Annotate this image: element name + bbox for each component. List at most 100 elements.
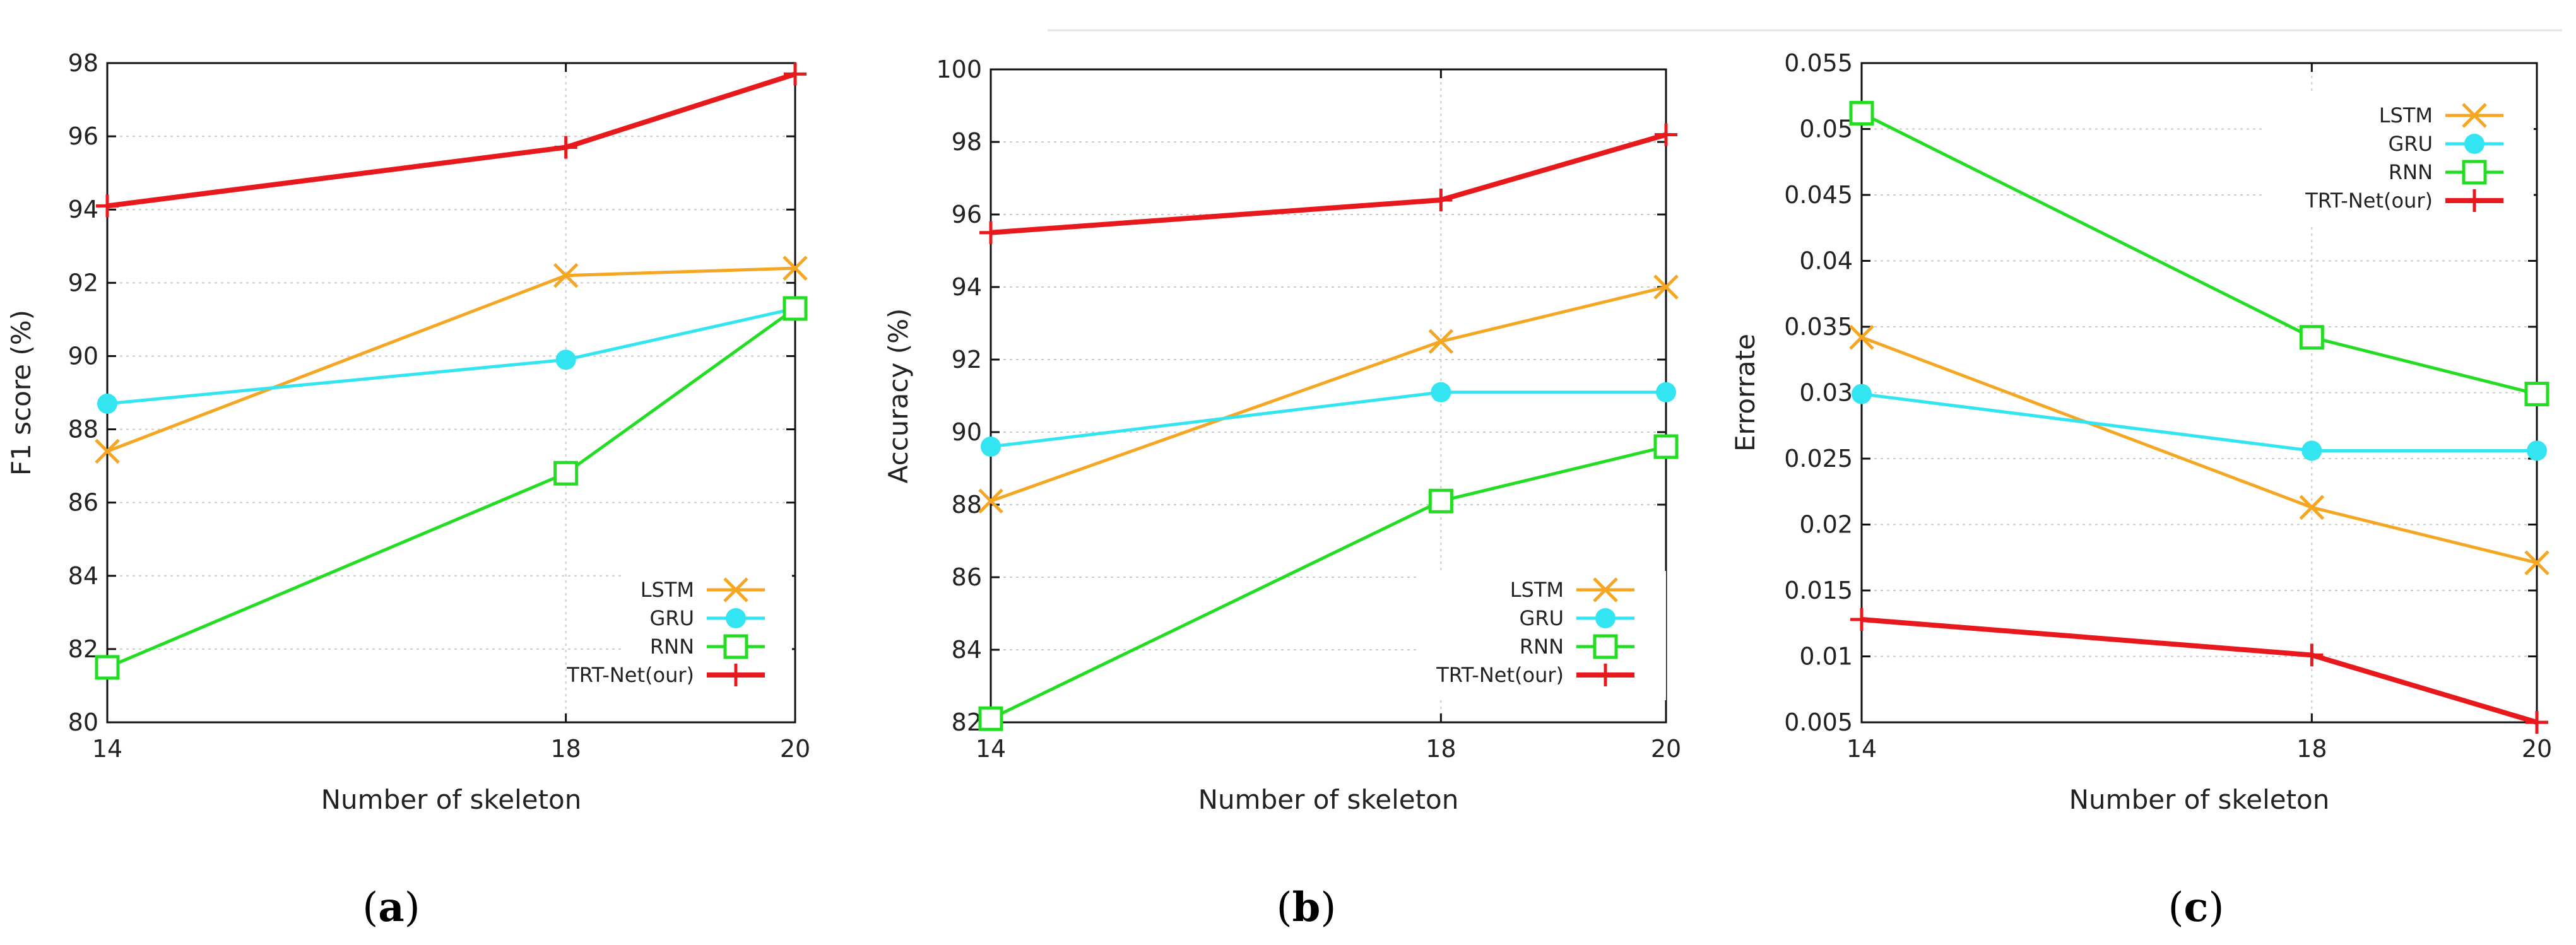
data-point bbox=[1655, 123, 1677, 146]
y-tick-label: 98 bbox=[68, 49, 98, 77]
data-point bbox=[784, 62, 806, 86]
data-point bbox=[1428, 488, 1453, 514]
data-point-marker-circle bbox=[555, 349, 576, 370]
data-point bbox=[96, 194, 119, 218]
data-point-marker-circle bbox=[2527, 440, 2547, 461]
plot-frame bbox=[106, 62, 796, 724]
y-tick-label: 98 bbox=[952, 128, 982, 156]
y-tick-label: 86 bbox=[952, 563, 982, 591]
legend-label: TRT-Net(our) bbox=[566, 663, 694, 687]
series-line-gru bbox=[990, 390, 1666, 449]
panel-caption: (c) bbox=[2168, 884, 2224, 931]
y-tick-label: 88 bbox=[952, 491, 982, 519]
y-tick-label: 0.045 bbox=[1784, 181, 1853, 209]
x-tick-label: 14 bbox=[1846, 735, 1877, 763]
legend-label: LSTM bbox=[1510, 578, 1564, 602]
data-point bbox=[554, 136, 577, 159]
data-point-marker-x-b bbox=[1653, 274, 1679, 300]
legend-entry: LSTM bbox=[2379, 103, 2503, 128]
legend-label: RNN bbox=[1520, 635, 1564, 659]
y-tick-label: 92 bbox=[68, 269, 98, 296]
data-point-marker-square bbox=[1428, 488, 1453, 514]
y-tick-label: 0.035 bbox=[1784, 313, 1853, 341]
data-point-marker-x-b bbox=[2524, 550, 2549, 575]
caption-letter: c bbox=[2184, 884, 2209, 931]
series-line-lstm bbox=[107, 266, 796, 453]
legend-marker-x-b bbox=[1593, 577, 1618, 602]
legend-label: LSTM bbox=[641, 578, 694, 602]
caption-letter: b bbox=[1292, 884, 1321, 931]
data-point-marker-square bbox=[978, 706, 1003, 731]
panel-b: 82 84 86 88 90 92 94 96 98 100 14 18 20 Number of ske… bbox=[883, 56, 1681, 931]
data-point bbox=[978, 488, 1003, 514]
series-line-lstm bbox=[990, 285, 1667, 503]
y-tick-label: 92 bbox=[952, 346, 982, 373]
legend-entry: GRU bbox=[1520, 606, 1634, 630]
data-point-marker-circle bbox=[2301, 440, 2322, 461]
data-point-marker-square bbox=[1653, 434, 1679, 459]
data-point-marker-square bbox=[553, 461, 579, 486]
data-point bbox=[553, 262, 579, 288]
data-point bbox=[95, 655, 120, 680]
legend-marker-square bbox=[1593, 634, 1618, 659]
data-point-marker-x-b bbox=[2299, 495, 2325, 520]
data-point bbox=[2524, 550, 2549, 575]
caption-close-paren: ) bbox=[2208, 884, 2224, 931]
y-axis-title: F1 score (%) bbox=[6, 310, 37, 476]
series-line-trt-net-our- bbox=[1861, 616, 2538, 725]
data-point bbox=[97, 393, 117, 414]
y-tick-label: 82 bbox=[68, 635, 98, 663]
data-point bbox=[1849, 100, 1874, 126]
y-tick-label: 0.01 bbox=[1799, 643, 1853, 671]
legend-entry: LSTM bbox=[1510, 577, 1634, 602]
y-tick-label: 0.005 bbox=[1784, 708, 1853, 736]
x-tick-label: 20 bbox=[780, 735, 810, 763]
y-tick-label: 0.04 bbox=[1799, 247, 1853, 275]
legend-label: GRU bbox=[2389, 132, 2433, 156]
legend-marker-square bbox=[2462, 160, 2487, 185]
data-point bbox=[2301, 440, 2322, 461]
data-point bbox=[2300, 643, 2324, 667]
legend-entry: RNN bbox=[650, 634, 765, 659]
panel-caption: (a) bbox=[362, 884, 420, 931]
data-point-marker-x-b bbox=[553, 262, 579, 288]
y-tick-label: 90 bbox=[952, 418, 982, 446]
x-tick-label: 18 bbox=[1426, 735, 1456, 763]
data-point-marker-square bbox=[2524, 382, 2549, 407]
y-axis-title: Errorrate bbox=[1730, 334, 1761, 452]
x-axis-title: Number of skeleton bbox=[1198, 784, 1459, 815]
y-tick-label: 0.03 bbox=[1799, 379, 1853, 407]
y-tick-label: 88 bbox=[68, 416, 98, 443]
legend-marker-x-b bbox=[723, 577, 748, 602]
x-axis-title: Number of skeleton bbox=[321, 784, 582, 815]
y-tick-label: 0.015 bbox=[1784, 577, 1853, 604]
panel-c: 0.005 0.01 0.015 0.02 0.025 0.03 0.035 0.04 0.04… bbox=[1730, 49, 2552, 931]
data-point-marker-square bbox=[783, 296, 808, 321]
data-point bbox=[1849, 324, 1874, 350]
caption-close-paren: ) bbox=[405, 884, 420, 931]
y-tick-label: 90 bbox=[68, 342, 98, 370]
y-tick-label: 84 bbox=[68, 562, 98, 590]
data-point-marker-square bbox=[2299, 325, 2324, 350]
legend-label: GRU bbox=[1520, 606, 1564, 630]
y-tick-label: 0.05 bbox=[1799, 115, 1853, 143]
data-point bbox=[2524, 382, 2549, 407]
y-tick-label: 94 bbox=[952, 273, 982, 301]
caption-open-paren: ( bbox=[362, 884, 378, 931]
data-point bbox=[2526, 711, 2548, 734]
data-point bbox=[978, 706, 1003, 731]
data-point-marker-circle bbox=[981, 437, 1001, 457]
x-tick-label: 14 bbox=[976, 735, 1006, 763]
y-tick-label: 86 bbox=[68, 489, 98, 517]
legend-label: RNN bbox=[650, 635, 694, 659]
data-point bbox=[1428, 329, 1454, 355]
y-tick-label: 0.02 bbox=[1799, 511, 1853, 539]
panel-a: 80 82 84 86 88 90 92 94 96 98 14 18 20 Number of skel… bbox=[6, 49, 810, 931]
data-point bbox=[1656, 382, 1676, 402]
data-point-marker-circle bbox=[1656, 382, 1676, 402]
caption-open-paren: ( bbox=[1277, 884, 1292, 931]
y-tick-label: 96 bbox=[68, 122, 98, 150]
data-point bbox=[979, 221, 1002, 244]
data-point bbox=[1852, 384, 1872, 404]
y-tick-label: 100 bbox=[936, 56, 982, 83]
